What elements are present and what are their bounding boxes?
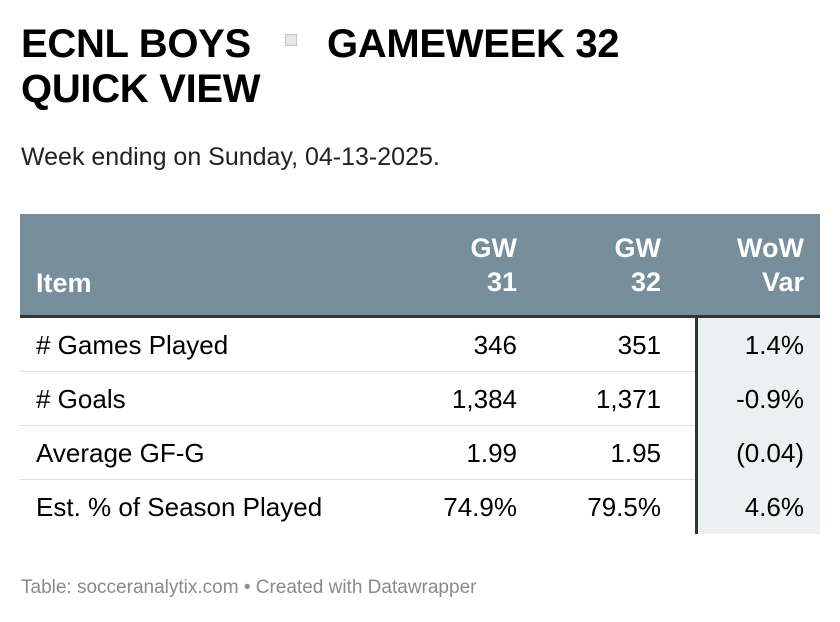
cell-wow-var: 1.4% xyxy=(695,318,820,372)
cell-item: # Games Played xyxy=(36,330,229,360)
column-header-wow-line2: Var xyxy=(761,267,804,297)
column-header-item[interactable]: Item xyxy=(36,266,92,300)
cell-gw31: 74.9% xyxy=(443,492,517,522)
chart-subtitle: Week ending on Sunday, 04-13-2025. xyxy=(21,143,440,171)
cell-item: Average GF-G xyxy=(36,438,205,468)
cell-item: # Goals xyxy=(36,384,126,414)
column-header-gw31-line1: GW xyxy=(470,233,518,263)
title-part-2: GAMEWEEK 32 xyxy=(326,22,620,66)
table-row: Est. % of Season Played 74.9% 79.5% 4.6% xyxy=(20,480,820,534)
cell-gw32: 1,371 xyxy=(595,384,661,414)
separator-square-icon xyxy=(284,34,297,47)
cell-gw32: 79.5% xyxy=(587,492,661,522)
cell-gw31: 1.99 xyxy=(466,438,517,468)
cell-wow-var: (0.04) xyxy=(695,426,820,480)
data-table: Item GW 31 GW 32 WoW Var # Games Played … xyxy=(20,214,820,534)
cell-gw31: 346 xyxy=(473,330,517,360)
column-header-wow-var[interactable]: WoW Var xyxy=(737,231,804,299)
source-footer: Table: socceranalytix.com • Created with… xyxy=(21,577,477,598)
column-header-wow-line1: WoW xyxy=(737,233,804,263)
cell-wow-var: 4.6% xyxy=(695,480,820,534)
column-header-item-label: Item xyxy=(36,268,92,298)
title-part-1: ECNL BOYS xyxy=(21,22,251,66)
cell-item: Est. % of Season Played xyxy=(36,492,323,522)
table-body: # Games Played 346 351 1.4% # Goals 1,38… xyxy=(20,318,820,534)
table-header: Item GW 31 GW 32 WoW Var xyxy=(20,214,820,318)
column-header-gw32-line1: GW xyxy=(614,233,662,263)
chart-title: ECNL BOYS GAMEWEEK 32 QUICK VIEW xyxy=(21,22,821,112)
table-row: # Games Played 346 351 1.4% xyxy=(20,318,820,372)
cell-wow-var: -0.9% xyxy=(695,372,820,426)
cell-gw32: 1.95 xyxy=(610,438,661,468)
table-row: Average GF-G 1.99 1.95 (0.04) xyxy=(20,426,820,480)
title-part-3: QUICK VIEW xyxy=(21,67,261,111)
column-header-gw32[interactable]: GW 32 xyxy=(615,231,662,299)
cell-gw32: 351 xyxy=(617,330,661,360)
column-header-gw32-line2: 32 xyxy=(630,267,661,297)
cell-gw31: 1,384 xyxy=(451,384,517,414)
column-header-gw31-line2: 31 xyxy=(486,267,517,297)
table-row: # Goals 1,384 1,371 -0.9% xyxy=(20,372,820,426)
column-header-gw31[interactable]: GW 31 xyxy=(471,231,518,299)
